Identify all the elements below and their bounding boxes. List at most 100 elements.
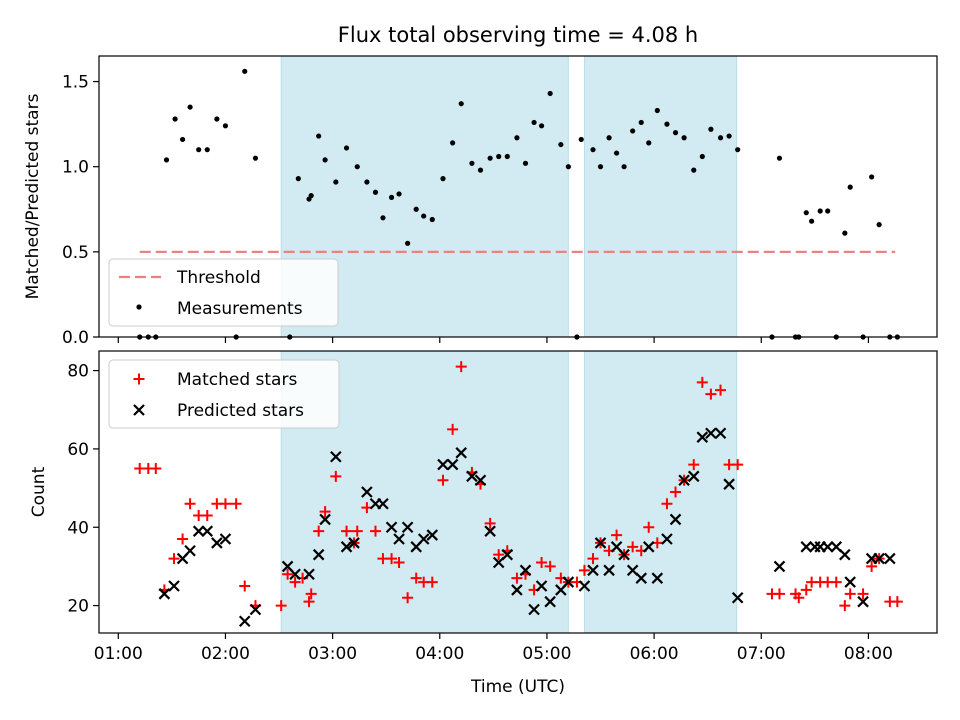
measurement-point [691, 167, 697, 173]
matched-star-point [184, 498, 196, 510]
matched-star-point [830, 576, 842, 588]
matched-star-point [239, 580, 251, 592]
measurement-point [429, 216, 435, 223]
matched-star-point [732, 459, 744, 471]
measurement-point [222, 123, 229, 129]
matched-star-point [305, 588, 317, 600]
matched-star-point [891, 596, 903, 608]
predicted-star-point [839, 548, 851, 561]
predicted-star-point [678, 474, 690, 487]
matched-star-point [484, 517, 496, 529]
ratio-legend-box [108, 258, 339, 327]
matched-star-point [341, 525, 353, 537]
matched-star-point [773, 588, 785, 600]
measurement-point [578, 136, 584, 143]
x-tick-label: 08:00 [844, 644, 893, 664]
y-tick-label: 20 [67, 597, 89, 617]
measurement-point [590, 147, 596, 153]
matched-star-point [793, 592, 805, 604]
predicted-star-point [696, 431, 709, 443]
matched-star-point [201, 510, 213, 521]
observing-bands [280, 55, 738, 338]
matched-star-point [511, 572, 523, 584]
predicted-star-point [484, 525, 496, 537]
measurement-point [187, 104, 193, 110]
predicted-star-point [466, 470, 478, 483]
matched-star-point [369, 525, 381, 537]
legend-measurements-label: Measurements [177, 299, 303, 319]
matched-star-point [177, 533, 189, 545]
matched-star-point [643, 521, 655, 533]
matched-star-point [715, 384, 727, 396]
measurement-point [565, 164, 571, 170]
predicted-star-point [661, 533, 673, 545]
legend-matched-swatch [133, 373, 145, 385]
y-tick-label: 60 [67, 440, 89, 460]
measurement-point [547, 90, 553, 97]
predicted-star-point [687, 470, 700, 483]
matched-star-point [330, 470, 342, 482]
matched-star-point [661, 498, 673, 510]
matched-star-point [150, 463, 162, 474]
measurement-point [646, 140, 652, 146]
measurement-point [388, 194, 395, 200]
measurement-points [137, 68, 900, 340]
measurement-point [204, 147, 210, 153]
predicted-star-point [192, 525, 205, 537]
measurement-point [252, 155, 259, 161]
count-legend: Matched stars Predicted stars [108, 359, 340, 429]
legend-predicted-swatch [133, 404, 145, 416]
matched-star-point [230, 498, 242, 510]
ratio-axis-ticks: 0.0 0.5 1.0 1.5 [62, 73, 870, 348]
measurement-point [380, 215, 386, 221]
x-tick-label: 04:00 [415, 644, 464, 664]
measurement-point [477, 167, 484, 173]
matched-star-point [402, 592, 414, 604]
chart-title: Flux total observing time = 4.08 h [338, 23, 698, 47]
matched-star-point [696, 376, 708, 388]
predicted-star-point [474, 474, 487, 487]
measurement-point [372, 189, 379, 195]
matched-star-point [303, 596, 315, 608]
measurement-point [295, 176, 301, 182]
matched-star-point [544, 560, 556, 572]
predicted-swatch-mark [133, 404, 145, 416]
matched-swatch-mark [133, 373, 145, 385]
measurement-point [322, 157, 328, 163]
measurement-point [333, 179, 339, 185]
measurement-point [672, 130, 679, 136]
matched-star-point [627, 541, 639, 553]
predicted-star-point [884, 552, 896, 565]
predicted-star-point [417, 533, 430, 545]
predicted-star-point [249, 603, 262, 616]
measurement-point [504, 153, 510, 160]
ratio-panel: 0.0 0.5 1.0 1.5 Matched/Predicted stars Thr… [23, 55, 938, 348]
predicted-star-point [319, 513, 331, 526]
measurement-point [496, 153, 502, 160]
predicted-star-point [578, 580, 591, 592]
matched-star-point [800, 584, 812, 596]
predicted-star-point [594, 537, 607, 549]
measurement-point [343, 145, 350, 151]
measurement-point [817, 208, 823, 214]
x-tick-label: 05:00 [522, 644, 571, 664]
y-tick-label: 80 [67, 362, 89, 382]
predicted-star-point [603, 564, 615, 577]
predicted-star-point [535, 580, 548, 592]
predicted-star-point [501, 548, 514, 561]
predicted-star-point [528, 603, 540, 616]
measurement-point [699, 153, 705, 160]
matched-star-point [319, 506, 331, 518]
predicted-star-point [562, 576, 575, 588]
observing-band-1 [583, 55, 738, 338]
predicted-star-point [873, 552, 885, 565]
predicted-star-point [669, 513, 682, 526]
ratio-y-axis-label: Matched/Predicted stars [23, 93, 43, 299]
matched-star-point [437, 474, 449, 486]
measurement-point [538, 123, 545, 129]
measurement-point [531, 119, 537, 126]
x-tick-label: 02:00 [201, 644, 250, 664]
y-tick-label: 1.5 [62, 73, 89, 93]
matched-star-point [426, 576, 438, 588]
predicted-star-point [393, 533, 405, 545]
